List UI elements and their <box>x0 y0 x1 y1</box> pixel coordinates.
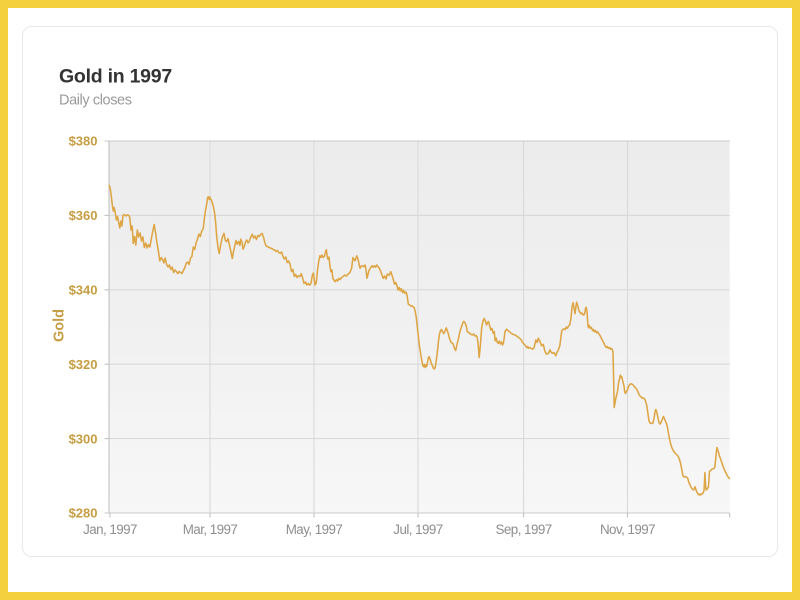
svg-text:$340: $340 <box>69 283 98 298</box>
svg-text:Gold: Gold <box>52 309 68 342</box>
svg-text:$280: $280 <box>69 506 98 521</box>
svg-text:$320: $320 <box>69 357 98 372</box>
svg-text:Jan, 1997: Jan, 1997 <box>83 522 137 537</box>
svg-text:Mar, 1997: Mar, 1997 <box>183 522 238 537</box>
svg-text:$300: $300 <box>69 431 98 446</box>
svg-text:Jul, 1997: Jul, 1997 <box>393 522 443 537</box>
svg-text:Daily closes: Daily closes <box>59 93 132 109</box>
svg-text:$360: $360 <box>69 208 98 223</box>
svg-text:Sep, 1997: Sep, 1997 <box>496 522 552 537</box>
svg-text:$380: $380 <box>69 134 98 149</box>
svg-text:Gold in 1997: Gold in 1997 <box>59 66 172 88</box>
svg-text:May, 1997: May, 1997 <box>286 522 343 537</box>
svg-text:Nov, 1997: Nov, 1997 <box>600 522 655 537</box>
